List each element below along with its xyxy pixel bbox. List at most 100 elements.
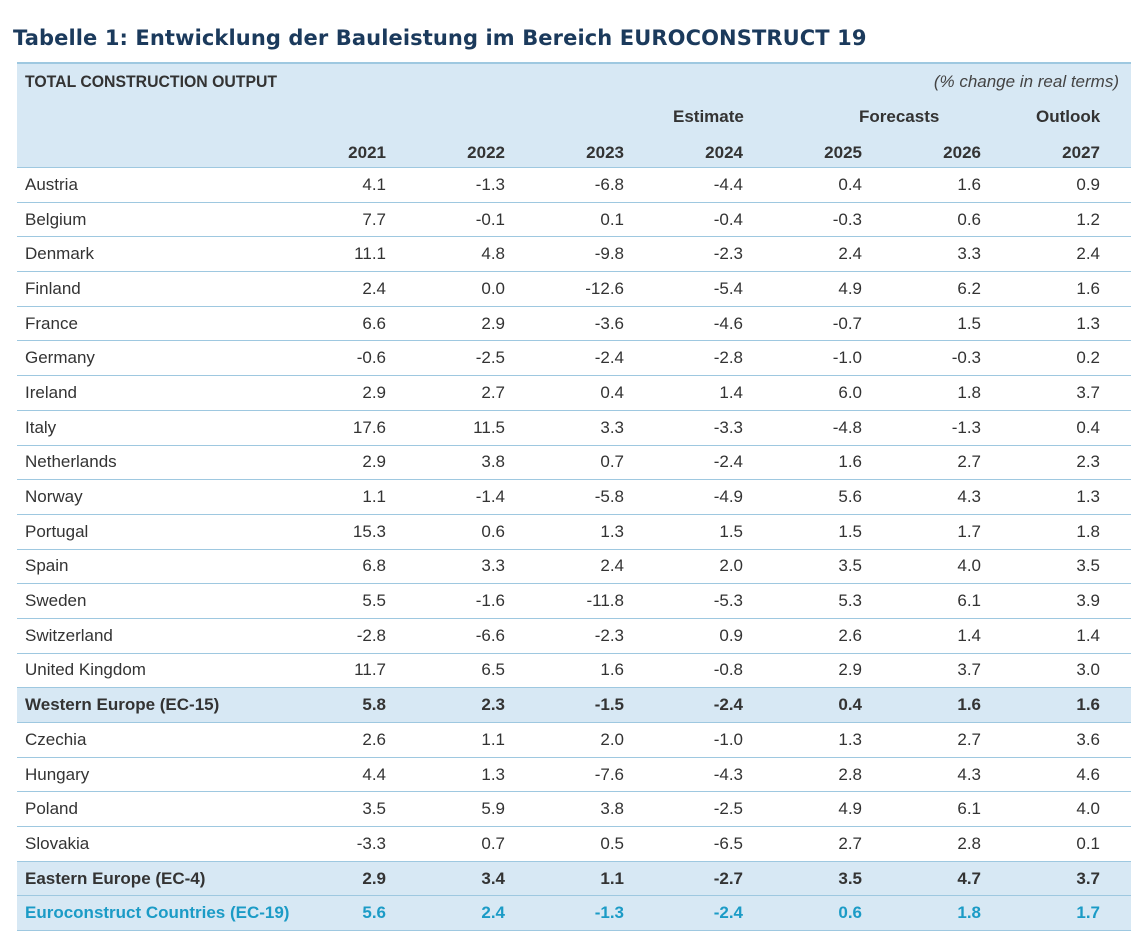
value-cell: -1.0	[713, 729, 743, 749]
value-cell: 3.3	[481, 556, 505, 576]
value-cell: 1.5	[719, 521, 743, 541]
value-cell: -2.4	[713, 695, 743, 715]
value-cell: 4.0	[957, 556, 981, 576]
value-cell: 3.5	[362, 799, 386, 819]
value-cell: 2.9	[481, 313, 505, 333]
value-cell: 1.3	[838, 729, 862, 749]
value-cell: 3.5	[1076, 556, 1100, 576]
table-row: Poland 3.5 5.9 3.8 -2.5 4.9 6.1 4.0	[17, 792, 1131, 828]
value-cell: 1.8	[957, 903, 981, 923]
value-cell: -2.4	[713, 903, 743, 923]
value-cell: 2.9	[838, 660, 862, 680]
value-cell: 2.4	[838, 244, 862, 264]
value-cell: 0.1	[1076, 833, 1100, 853]
table-row: Slovakia -3.3 0.7 0.5 -6.5 2.7 2.8 0.1	[17, 827, 1131, 862]
value-cell: 3.8	[600, 799, 624, 819]
country-name: Denmark	[25, 244, 94, 264]
value-cell: -5.8	[594, 487, 624, 507]
value-cell: 7.7	[362, 209, 386, 229]
construction-output-table: TOTAL CONSTRUCTION OUTPUT (% change in r…	[17, 62, 1131, 932]
value-cell: -6.6	[475, 625, 505, 645]
table-body: Austria 4.1 -1.3 -6.8 -4.4 0.4 1.6 0.9 Belgium 7.…	[17, 168, 1131, 932]
value-cell: 3.8	[481, 452, 505, 472]
value-cell: 4.6	[1076, 764, 1100, 784]
value-cell: -0.1	[475, 209, 505, 229]
value-cell: 0.7	[481, 833, 505, 853]
value-cell: 0.0	[481, 278, 505, 298]
value-cell: 3.5	[838, 868, 862, 888]
value-cell: 4.0	[1076, 799, 1100, 819]
value-cell: -6.5	[713, 833, 743, 853]
value-cell: 5.3	[838, 591, 862, 611]
year-header: 2022	[467, 143, 505, 162]
value-cell: 1.3	[600, 521, 624, 541]
value-cell: -2.5	[713, 799, 743, 819]
value-cell: -2.3	[713, 244, 743, 264]
forecasts-label: Forecasts	[859, 107, 940, 126]
value-cell: -2.4	[594, 348, 624, 368]
value-cell: -4.6	[713, 313, 743, 333]
value-cell: 1.7	[1076, 903, 1100, 923]
value-cell: -0.3	[951, 348, 981, 368]
value-cell: 2.8	[957, 833, 981, 853]
value-cell: 1.6	[1076, 695, 1100, 715]
value-cell: 2.4	[1076, 244, 1100, 264]
value-cell: 2.3	[481, 695, 505, 715]
table-row: Spain 6.8 3.3 2.4 2.0 3.5 4.0 3.5	[17, 549, 1131, 585]
value-cell: -4.3	[713, 764, 743, 784]
value-cell: 2.7	[957, 729, 981, 749]
grand-total-row: Euroconstruct Countries (EC-19) 5.6 2.4 -1.…	[17, 896, 1131, 932]
value-cell: 0.6	[481, 521, 505, 541]
value-cell: 2.4	[600, 556, 624, 576]
table-header: TOTAL CONSTRUCTION OUTPUT (% change in r…	[17, 64, 1131, 168]
value-cell: 3.5	[838, 556, 862, 576]
country-name: Poland	[25, 799, 78, 819]
table-row: Finland 2.4 0.0 -12.6 -5.4 4.9 6.2 1.6	[17, 272, 1131, 307]
value-cell: 3.6	[1076, 729, 1100, 749]
value-cell: -4.4	[713, 174, 743, 194]
value-cell: 4.7	[957, 868, 981, 888]
value-cell: 2.9	[362, 868, 386, 888]
value-cell: 5.6	[838, 487, 862, 507]
value-cell: 5.5	[362, 591, 386, 611]
value-cell: 4.9	[838, 278, 862, 298]
value-cell: 2.9	[362, 382, 386, 402]
value-cell: 1.3	[481, 764, 505, 784]
value-cell: 6.5	[481, 660, 505, 680]
table-row: Hungary 4.4 1.3 -7.6 -4.3 2.8 4.3 4.6	[17, 757, 1131, 793]
value-cell: 11.7	[354, 660, 386, 680]
value-cell: 0.6	[838, 903, 862, 923]
value-cell: -2.7	[713, 868, 743, 888]
value-cell: -0.8	[713, 660, 743, 680]
value-cell: -2.3	[594, 625, 624, 645]
value-cell: 1.8	[957, 382, 981, 402]
value-cell: 0.5	[600, 833, 624, 853]
value-cell: 1.1	[362, 487, 386, 507]
value-cell: 17.6	[352, 417, 386, 437]
value-cell: 1.1	[481, 729, 505, 749]
table-row: Portugal 15.3 0.6 1.3 1.5 1.5 1.7 1.8	[17, 514, 1131, 550]
value-cell: -1.5	[594, 695, 624, 715]
value-cell: 2.7	[481, 382, 505, 402]
value-cell: 0.4	[838, 695, 862, 715]
value-cell: -2.8	[356, 625, 386, 645]
table-row: Denmark 11.1 4.8 -9.8 -2.3 2.4 3.3 2.4	[17, 237, 1131, 273]
country-name: Portugal	[25, 521, 89, 541]
country-name: Norway	[25, 487, 83, 507]
value-cell: 6.0	[838, 382, 862, 402]
value-cell: 2.0	[600, 729, 624, 749]
table-row: Switzerland -2.8 -6.6 -2.3 0.9 2.6 1.4 1.4	[17, 618, 1131, 654]
value-cell: 4.4	[362, 764, 386, 784]
value-cell: 5.8	[362, 695, 386, 715]
value-cell: 1.3	[1076, 487, 1100, 507]
year-header: 2027	[1062, 143, 1100, 162]
value-cell: 0.4	[838, 174, 862, 194]
value-cell: 1.6	[1076, 278, 1100, 298]
country-name: Czechia	[25, 729, 87, 749]
value-cell: -1.3	[951, 417, 981, 437]
value-cell: 11.5	[473, 417, 505, 437]
value-cell: 1.2	[1076, 209, 1100, 229]
country-name: Eastern Europe (EC-4)	[25, 868, 206, 888]
value-cell: 1.8	[1076, 521, 1100, 541]
value-cell: -7.6	[594, 764, 624, 784]
